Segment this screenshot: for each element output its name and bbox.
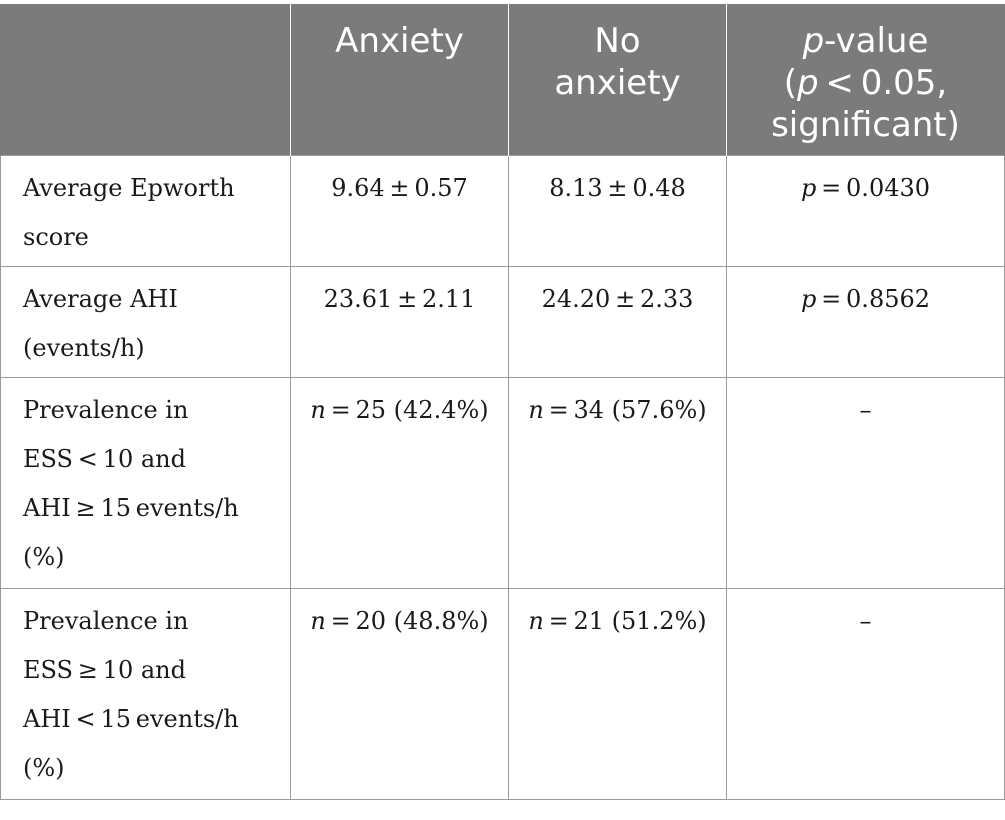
header-p-value-word: -value: [824, 21, 929, 61]
table-row: Prevalence in ESS ≥ 10 and AHI < 15 even…: [0, 587, 1005, 800]
stat-value: 24.20 ± 2.33: [541, 284, 694, 313]
header-row: Anxiety No anxiety p-value (p < 0.05, si…: [0, 4, 1005, 155]
anxiety-cell: n = 25 (42.4%): [290, 376, 509, 589]
row-label-line: (events/h): [23, 333, 145, 362]
stat-symbol: n: [528, 395, 544, 424]
stat-value: –: [859, 395, 872, 424]
row-label-line: ESS < 10 and: [23, 444, 186, 473]
no-anxiety-cell: 8.13 ± 0.48: [508, 154, 727, 267]
table-row: Average Epworth score 9.64 ± 0.57 8.13 ±…: [0, 154, 1005, 267]
table-header: Anxiety No anxiety p-value (p < 0.05, si…: [0, 4, 1005, 155]
row-label-line: AHI < 15 events/h: [23, 704, 239, 733]
header-empty-cell: [0, 4, 291, 155]
stat-value: 23.61 ± 2.11: [323, 284, 476, 313]
header-p-value-line3: significant): [771, 105, 960, 145]
header-no-anxiety-line1: No: [594, 21, 641, 61]
row-label-line: Average Epworth: [23, 173, 235, 202]
no-anxiety-cell: 24.20 ± 2.33: [508, 265, 727, 378]
row-label: Prevalence in ESS ≥ 10 and AHI < 15 even…: [0, 587, 291, 800]
stat-value: = 0.8562: [816, 284, 931, 313]
row-label-line: Average AHI: [23, 284, 178, 313]
table-body: Average Epworth score 9.64 ± 0.57 8.13 ±…: [0, 154, 1005, 800]
stat-value: 9.64 ± 0.57: [331, 173, 468, 202]
header-p-value-line2: (p < 0.05,: [735, 62, 996, 104]
row-label-line: AHI ≥ 15 events/h: [23, 493, 239, 522]
p-value-cell: p = 0.8562: [726, 265, 1005, 378]
header-open-paren: (: [783, 63, 798, 103]
header-p-symbol-2: p: [797, 63, 819, 103]
row-label: Prevalence in ESS < 10 and AHI ≥ 15 even…: [0, 376, 291, 589]
row-label-line: score: [23, 222, 89, 251]
stat-symbol: n: [310, 395, 326, 424]
stat-value: = 34 (57.6%): [543, 395, 707, 424]
header-p-value-line1: p-value: [735, 20, 996, 62]
header-anxiety: Anxiety: [290, 4, 509, 155]
stat-value: = 25 (42.4%): [325, 395, 489, 424]
table-row: Average AHI (events/h) 23.61 ± 2.11 24.2…: [0, 265, 1005, 378]
stat-value: = 20 (48.8%): [325, 606, 489, 635]
header-no-anxiety-line2: anxiety: [554, 63, 681, 103]
stat-value: = 0.0430: [816, 173, 931, 202]
row-label-line: ESS ≥ 10 and: [23, 655, 186, 684]
stat-symbol: n: [310, 606, 326, 635]
no-anxiety-cell: n = 34 (57.6%): [508, 376, 727, 589]
stat-value: = 21 (51.2%): [543, 606, 707, 635]
row-label: Average Epworth score: [0, 154, 291, 267]
p-value-cell: –: [726, 587, 1005, 800]
row-label: Average AHI (events/h): [0, 265, 291, 378]
header-p-value: p-value (p < 0.05, significant): [726, 4, 1005, 155]
results-table: Anxiety No anxiety p-value (p < 0.05, si…: [0, 4, 1005, 800]
row-label-line: Prevalence in: [23, 395, 189, 424]
p-value-cell: p = 0.0430: [726, 154, 1005, 267]
stat-symbol: p: [800, 173, 817, 202]
stat-symbol: n: [528, 606, 544, 635]
stat-value: 8.13 ± 0.48: [549, 173, 686, 202]
anxiety-cell: n = 20 (48.8%): [290, 587, 509, 800]
no-anxiety-cell: n = 21 (51.2%): [508, 587, 727, 800]
table-row: Prevalence in ESS < 10 and AHI ≥ 15 even…: [0, 376, 1005, 589]
stat-value: –: [859, 606, 872, 635]
anxiety-cell: 9.64 ± 0.57: [290, 154, 509, 267]
row-label-line: Prevalence in: [23, 606, 189, 635]
stat-symbol: p: [800, 284, 817, 313]
header-no-anxiety: No anxiety: [508, 4, 727, 155]
header-threshold: < 0.05,: [818, 63, 948, 103]
p-value-cell: –: [726, 376, 1005, 589]
header-p-symbol: p: [802, 21, 825, 61]
row-label-line: (%): [23, 542, 65, 571]
anxiety-cell: 23.61 ± 2.11: [290, 265, 509, 378]
header-anxiety-line: Anxiety: [335, 21, 464, 61]
row-label-line: (%): [23, 753, 65, 782]
